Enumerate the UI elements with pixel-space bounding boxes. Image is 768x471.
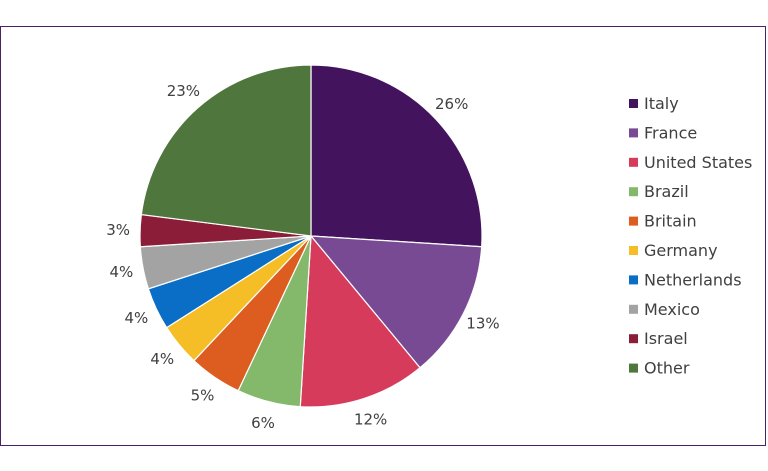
legend-label-netherlands: Netherlands: [644, 270, 742, 289]
legend-swatch-france: [629, 128, 638, 138]
legend-swatch-united-states: [629, 157, 638, 167]
legend-label-italy: Italy: [644, 94, 679, 113]
legend-label-brazil: Brazil: [644, 182, 689, 201]
legend: Italy France United States Brazil Britain Ger…: [629, 94, 752, 378]
legend-swatch-brazil: [629, 187, 638, 197]
pie-slice-italy: [310, 64, 483, 248]
data-label-brazil: 6%: [251, 414, 275, 432]
pie-slices: [139, 64, 483, 408]
data-label-britain: 5%: [191, 387, 215, 405]
data-labels: 26% 13% 12% 6% 5% 4% 4% 4% 3% 23%: [106, 82, 499, 432]
legend-label-other: Other: [644, 359, 690, 378]
legend-swatch-other: [629, 363, 638, 373]
data-label-germany: 4%: [150, 350, 174, 368]
legend-swatch-mexico: [629, 304, 638, 314]
data-label-netherlands: 4%: [124, 309, 148, 327]
data-label-other: 23%: [167, 82, 200, 100]
legend-label-mexico: Mexico: [644, 300, 700, 319]
legend-swatch-italy: [629, 99, 638, 108]
data-label-united-states: 12%: [354, 411, 387, 429]
legend-swatch-netherlands: [629, 275, 638, 285]
legend-swatch-germany: [629, 246, 638, 255]
data-label-mexico: 4%: [110, 263, 134, 281]
legend-label-united-states: United States: [644, 153, 752, 172]
data-label-france: 13%: [466, 315, 499, 333]
pie-slice-united-states: [299, 234, 421, 408]
legend-swatch-britain: [629, 216, 638, 226]
legend-label-germany: Germany: [644, 241, 718, 260]
pie-slice-france: [309, 235, 483, 369]
pie-slice-other: [140, 64, 312, 237]
data-label-italy: 26%: [435, 95, 468, 113]
legend-label-france: France: [644, 123, 697, 142]
data-label-israel: 3%: [106, 221, 130, 239]
legend-label-israel: Israel: [644, 329, 688, 348]
legend-swatch-israel: [629, 334, 638, 344]
legend-label-britain: Britain: [644, 212, 697, 231]
